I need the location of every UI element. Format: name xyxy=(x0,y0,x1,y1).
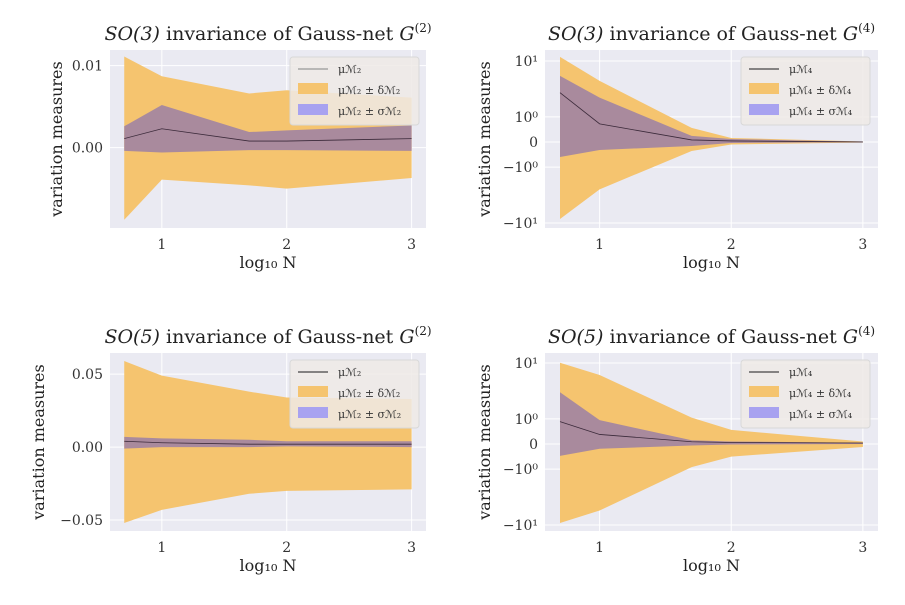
chart-title: SO(5) invariance of Gauss-net G(4) xyxy=(548,324,875,348)
subplot-2: 1 2 3 10¹ 10⁰ 0 −10⁰ −10¹ SO(3) invariance of Ga… xyxy=(475,21,878,272)
title-group: SO(5) xyxy=(548,326,604,348)
legend-label: μℳ₄ ± σℳ₄ xyxy=(789,105,853,118)
legend-sigma-swatch xyxy=(749,407,779,418)
chart-title: SO(3) invariance of Gauss-net G(4) xyxy=(548,21,875,45)
y-tick-label: 10¹ xyxy=(515,54,538,70)
x-tick-label: 1 xyxy=(157,237,166,253)
legend-label: μℳ₄ ± δℳ₄ xyxy=(789,84,852,97)
title-text: invariance of Gauss-net xyxy=(610,326,838,348)
title-group: SO(3) xyxy=(548,23,604,45)
x-tick-label: 3 xyxy=(858,540,867,556)
sigma-band xyxy=(560,75,863,158)
legend-sigma-swatch xyxy=(298,104,328,115)
legend-delta-swatch xyxy=(749,386,779,397)
x-tick-label: 3 xyxy=(407,540,416,556)
x-tick-label: 1 xyxy=(595,237,604,253)
title-text: invariance of Gauss-net xyxy=(610,23,838,45)
subplot-4: 1 2 3 10¹ 10⁰ 0 −10⁰ −10¹ SO(5) invariance of Ga… xyxy=(475,324,878,575)
legend-label: μℳ₂ ± δℳ₂ xyxy=(338,387,400,400)
legend-label: μℳ₄ xyxy=(789,366,813,379)
y-tick-label: −10⁰ xyxy=(503,160,539,176)
title-text: invariance of Gauss-net xyxy=(166,326,394,348)
mean-line xyxy=(124,128,412,142)
legend-sigma-swatch xyxy=(298,407,328,418)
title-superscript: (2) xyxy=(415,21,432,35)
chart-title: SO(5) invariance of Gauss-net G(2) xyxy=(104,324,431,348)
x-tick-label: 2 xyxy=(282,237,291,253)
x-tick-label: 1 xyxy=(157,540,166,556)
legend-label: μℳ₂ xyxy=(338,63,361,76)
mean-line xyxy=(124,440,412,445)
legend: μℳ₂ μℳ₂ ± δℳ₂ μℳ₂ ± σℳ₂ xyxy=(289,359,420,429)
subplot-1: 1 2 3 0.01 0.00 SO(3) invariance of Gauss-net… xyxy=(47,21,432,272)
y-tick-label: 10⁰ xyxy=(515,412,539,428)
x-tick-label: 2 xyxy=(282,540,291,556)
y-tick-label: 0 xyxy=(529,437,538,453)
y-axis-label: variation measures xyxy=(475,61,494,217)
title-symbol: G xyxy=(399,23,414,45)
title-symbol: G xyxy=(399,326,414,348)
sigma-band xyxy=(124,104,412,153)
y-axis-label: variation measures xyxy=(29,364,48,520)
legend-label: μℳ₂ ± δℳ₂ xyxy=(338,84,400,97)
x-tick-label: 3 xyxy=(858,237,867,253)
y-tick-label: −0.05 xyxy=(60,513,103,529)
sigma-band xyxy=(124,436,412,449)
legend: μℳ₂ μℳ₂ ± δℳ₂ μℳ₂ ± σℳ₂ xyxy=(289,56,420,126)
title-group: SO(5) xyxy=(104,326,160,348)
y-tick-label: 0.00 xyxy=(72,440,103,456)
mean-line xyxy=(559,421,863,444)
title-symbol: G xyxy=(843,23,858,45)
chart-title: SO(3) invariance of Gauss-net G(2) xyxy=(104,21,431,45)
legend-delta-swatch xyxy=(298,83,328,94)
legend-label: μℳ₄ ± δℳ₄ xyxy=(789,387,852,400)
x-axis-label: log₁₀ N xyxy=(683,556,740,575)
x-tick-label: 1 xyxy=(595,540,604,556)
legend-label: μℳ₂ ± σℳ₂ xyxy=(338,105,401,118)
y-tick-label: 0.05 xyxy=(72,367,103,383)
y-tick-label: −10⁰ xyxy=(503,462,539,478)
legend-delta-swatch xyxy=(749,83,779,94)
title-symbol: G xyxy=(843,326,858,348)
title-superscript: (4) xyxy=(858,324,875,338)
legend: μℳ₄ μℳ₄ ± δℳ₄ μℳ₄ ± σℳ₄ xyxy=(740,359,871,429)
legend-label: μℳ₂ ± σℳ₂ xyxy=(338,408,401,421)
y-tick-label: 0.00 xyxy=(72,141,103,157)
title-group: SO(3) xyxy=(104,23,160,45)
x-tick-label: 2 xyxy=(727,237,736,253)
y-axis-label: variation measures xyxy=(475,364,494,520)
subplot-3: 1 2 3 0.05 0.00 −0.05 SO(5) invariance of Gaus… xyxy=(29,324,432,575)
y-axis-label: variation measures xyxy=(47,61,66,217)
mean-line xyxy=(559,92,863,143)
x-axis-label: log₁₀ N xyxy=(240,253,297,272)
legend-label: μℳ₄ ± σℳ₄ xyxy=(789,408,853,421)
y-tick-label: 0.01 xyxy=(72,59,103,75)
y-tick-label: 10⁰ xyxy=(515,110,539,126)
title-superscript: (4) xyxy=(858,21,875,35)
y-tick-label: 0 xyxy=(529,135,538,151)
legend: μℳ₄ μℳ₄ ± δℳ₄ μℳ₄ ± σℳ₄ xyxy=(740,56,871,126)
sigma-band xyxy=(560,392,863,456)
title-superscript: (2) xyxy=(415,324,432,338)
legend-label: μℳ₂ xyxy=(338,366,361,379)
x-tick-label: 2 xyxy=(727,540,736,556)
legend-sigma-swatch xyxy=(749,104,779,115)
y-tick-label: 10¹ xyxy=(515,356,538,372)
legend-delta-swatch xyxy=(298,386,328,397)
legend-label: μℳ₄ xyxy=(789,63,813,76)
x-axis-label: log₁₀ N xyxy=(683,253,740,272)
y-tick-label: −10¹ xyxy=(503,216,538,232)
title-text: invariance of Gauss-net xyxy=(166,23,394,45)
x-axis-label: log₁₀ N xyxy=(240,556,297,575)
x-tick-label: 3 xyxy=(407,237,416,253)
y-tick-label: −10¹ xyxy=(503,518,538,534)
